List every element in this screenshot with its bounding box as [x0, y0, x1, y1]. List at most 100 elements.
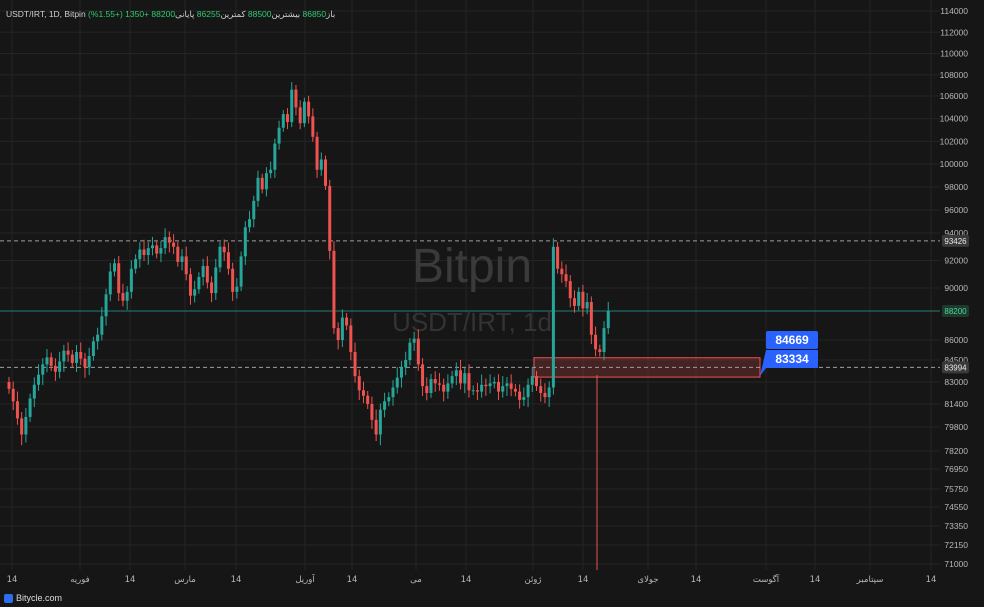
footer-brand[interactable]: Bitycle.com: [4, 593, 62, 603]
candle-106: [454, 362, 458, 386]
candle-44: [193, 280, 197, 303]
candle-104: [446, 374, 450, 399]
candle-23: [104, 288, 108, 326]
candle-81: [349, 318, 353, 361]
candle-1: [11, 381, 15, 411]
candle-67: [290, 82, 294, 128]
candle-41: [180, 249, 184, 271]
candle-97: [416, 329, 420, 371]
y-tick-label: 83000: [944, 377, 968, 387]
y-tick-label: 98000: [944, 182, 968, 192]
candle-107: [459, 359, 463, 390]
y-tick-label: 96000: [944, 205, 968, 215]
y-tick-label: 72150: [944, 540, 968, 550]
candle-129: [551, 238, 555, 395]
time-axis[interactable]: 14 فوریه 14 مارس 14 آوریل 14 می 14 ژوئن 14 جولای 14 آ…: [7, 573, 937, 585]
price-tag-text: 83994: [944, 363, 967, 372]
price-tag-93426: [942, 234, 969, 247]
x-tick-label: فوریه: [70, 575, 89, 585]
candle-18: [83, 352, 87, 378]
candle-122: [522, 387, 526, 407]
candle-3: [20, 412, 24, 446]
x-tick-label: 14: [926, 575, 937, 585]
candle-55: [239, 251, 243, 292]
candle-94: [404, 351, 408, 376]
candle-69: [298, 100, 302, 130]
candle-46: [201, 258, 205, 286]
candle-68: [294, 84, 298, 116]
candle-50: [218, 241, 222, 273]
close-label: پایانی: [175, 9, 195, 19]
candle-28: [125, 286, 129, 310]
candle-101: [433, 371, 437, 392]
svg-text:83334: 83334: [775, 352, 809, 366]
candle-99: [425, 377, 429, 401]
candle-121: [518, 384, 522, 409]
candle-33: [146, 242, 150, 265]
x-tick-label: 14: [810, 575, 821, 585]
candle-19: [87, 347, 91, 376]
candle-109: [467, 364, 471, 398]
candle-134: [572, 290, 576, 313]
low-label: کمترین: [220, 9, 246, 19]
candle-52: [226, 242, 230, 275]
candle-86: [370, 396, 374, 429]
candle-64: [277, 120, 281, 150]
candle-4: [24, 408, 28, 443]
candle-141: [602, 321, 606, 361]
candle-85: [366, 390, 370, 410]
candle-6: [32, 377, 36, 408]
candle-92: [395, 367, 399, 394]
y-tick-label: 114000: [940, 6, 968, 16]
candle-87: [374, 409, 378, 442]
candle-12: [58, 351, 62, 379]
candle-20: [91, 336, 95, 361]
candle-10: [49, 352, 53, 371]
high-value: 88500: [247, 9, 272, 19]
candle-103: [442, 378, 446, 402]
candle-63: [273, 138, 277, 178]
candle-78: [336, 322, 340, 350]
price-axis[interactable]: 114000 112000 110000 108000 106000 104000 1020…: [940, 6, 969, 569]
x-tick-label: 14: [125, 575, 136, 585]
candle-88: [378, 403, 382, 446]
candle-114: [488, 374, 492, 394]
zone-top-badge: 84669: [766, 331, 818, 349]
candle-91: [391, 380, 395, 406]
price-tag-text: 88200: [944, 307, 967, 316]
candle-45: [197, 272, 201, 294]
x-tick-label: 14: [461, 575, 472, 585]
candle-59: [256, 170, 260, 207]
x-tick-label: جولای: [637, 575, 658, 585]
x-tick-label: می: [410, 575, 422, 585]
candle-31: [138, 242, 142, 268]
candle-40: [176, 241, 180, 267]
candle-57: [248, 211, 252, 233]
candle-8: [41, 358, 45, 385]
candle-9: [45, 349, 49, 373]
candle-39: [172, 234, 176, 255]
y-tick-label: 110000: [940, 49, 968, 59]
close-value: 88200: [151, 9, 176, 19]
candle-74: [319, 152, 323, 176]
candle-137: [585, 292, 589, 315]
candle-105: [450, 371, 454, 389]
candle-98: [421, 358, 425, 396]
watermark: Bitpin USDT/IRT, 1d: [392, 240, 552, 337]
candle-95: [408, 338, 412, 366]
candle-131: [560, 261, 564, 283]
y-tick-label: 92000: [944, 256, 968, 266]
candle-58: [252, 195, 256, 228]
price-tag-83994: [942, 361, 969, 374]
y-tick-label: 90000: [944, 283, 968, 293]
candle-43: [188, 268, 192, 305]
candle-93: [399, 360, 403, 388]
candle-108: [463, 366, 467, 394]
candle-119: [509, 374, 513, 397]
candle-48: [210, 276, 214, 303]
candle-35: [155, 240, 159, 259]
candle-125: [535, 371, 538, 391]
candle-13: [62, 344, 66, 372]
candle-25: [113, 258, 116, 277]
